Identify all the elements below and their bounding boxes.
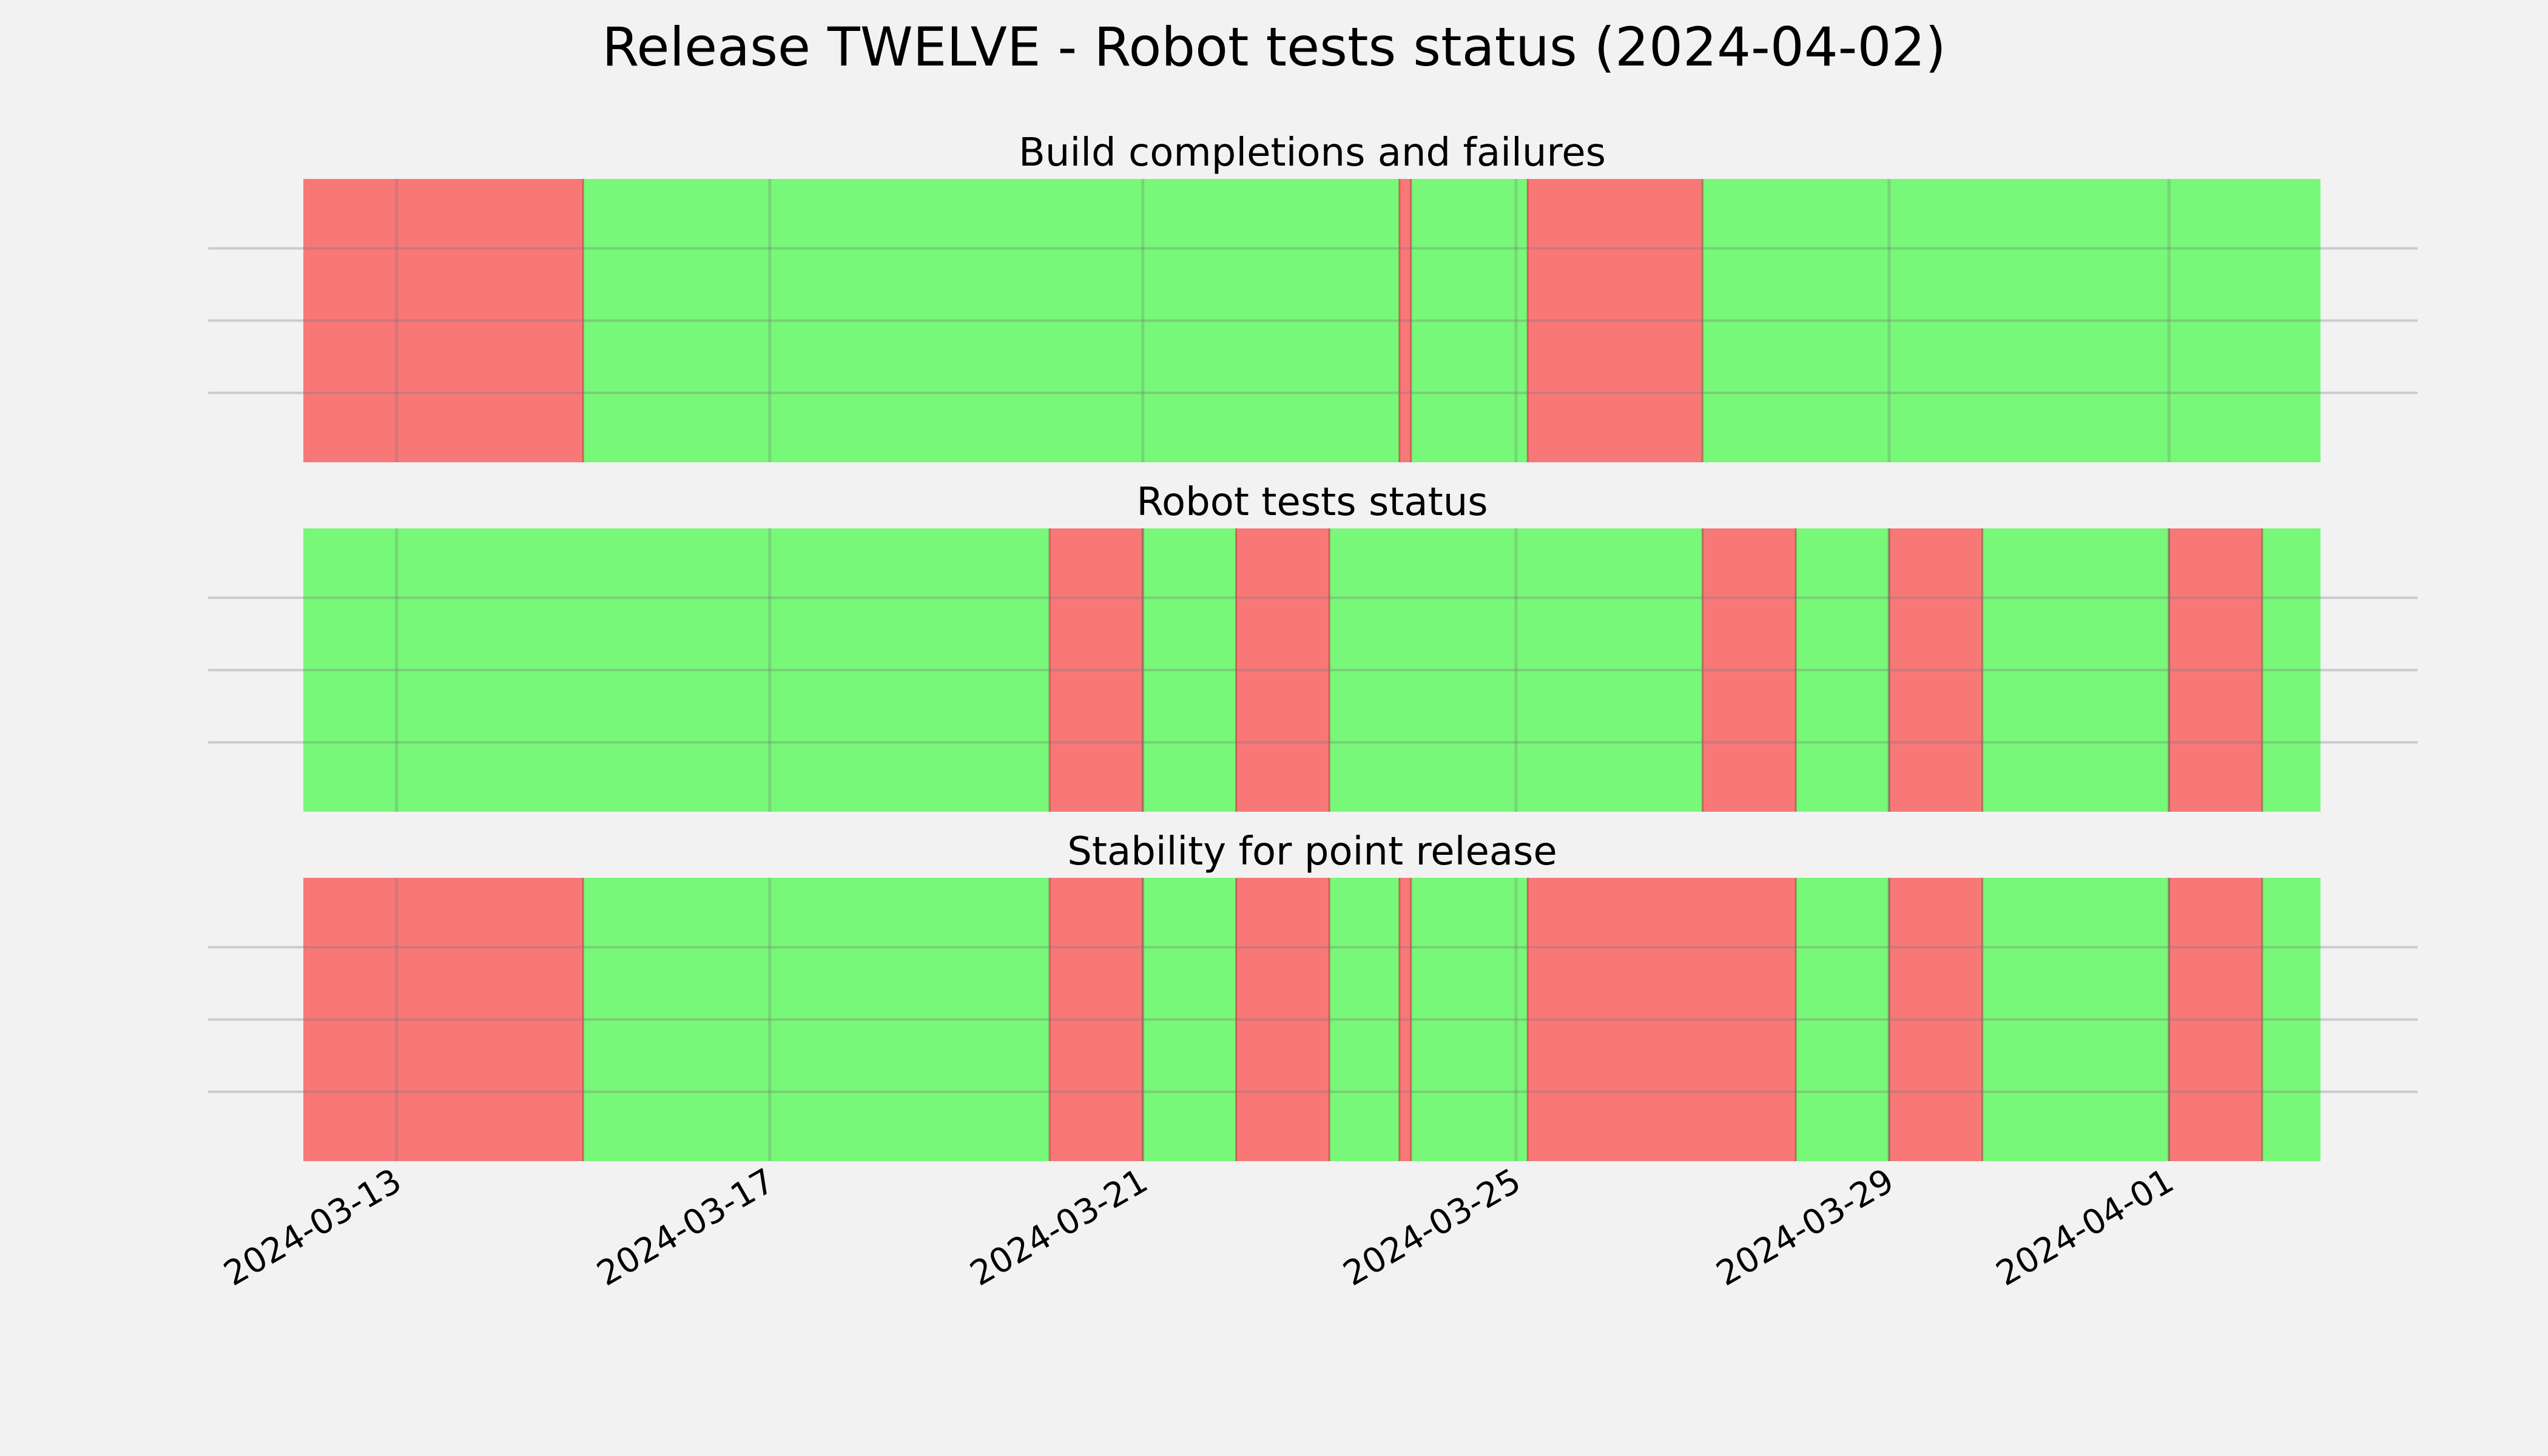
segment-pass: [583, 179, 1400, 462]
segment-fail: [1050, 878, 1143, 1161]
segment-pass: [1410, 179, 1528, 462]
segment-pass: [1702, 179, 2320, 462]
segment-fail: [1702, 528, 1796, 812]
segment-pass: [1410, 878, 1528, 1161]
panel-title: Stability for point release: [1067, 829, 1557, 874]
segment-fail: [1236, 878, 1330, 1161]
segment-fail: [303, 179, 584, 462]
segment-fail: [1399, 878, 1411, 1161]
panel-1: Build completions and failures: [208, 130, 2418, 462]
segment-pass: [1329, 528, 1703, 812]
segment-fail: [303, 878, 584, 1161]
chart-title: Release TWELVE - Robot tests status (202…: [602, 16, 1946, 78]
segment-fail: [2169, 878, 2262, 1161]
panels-group: Build completions and failures Robot test…: [208, 130, 2418, 1161]
segment-fail: [1528, 878, 1796, 1161]
panel-3: Stability for point release: [208, 829, 2418, 1161]
segment-fail: [1399, 179, 1411, 462]
panel-title: Robot tests status: [1136, 480, 1488, 525]
segment-pass: [583, 878, 1050, 1161]
panel-2: Robot tests status: [208, 480, 2418, 812]
segment-fail: [1889, 878, 1983, 1161]
segment-pass: [1796, 528, 1889, 812]
segment-fail: [2169, 528, 2262, 812]
segment-fail: [1889, 528, 1983, 812]
segment-pass: [1142, 528, 1236, 812]
segment-pass: [1982, 878, 2169, 1161]
segment-pass: [303, 528, 1050, 812]
segment-pass: [2262, 528, 2320, 812]
segment-pass: [1329, 878, 1400, 1161]
segment-fail: [1236, 528, 1330, 812]
segment-fail: [1050, 528, 1143, 812]
segment-pass: [1142, 878, 1236, 1161]
segment-pass: [2262, 878, 2320, 1161]
segment-pass: [1796, 878, 1889, 1161]
panel-title: Build completions and failures: [1019, 130, 1606, 175]
segment-fail: [1528, 179, 1703, 462]
segment-pass: [1982, 528, 2169, 812]
